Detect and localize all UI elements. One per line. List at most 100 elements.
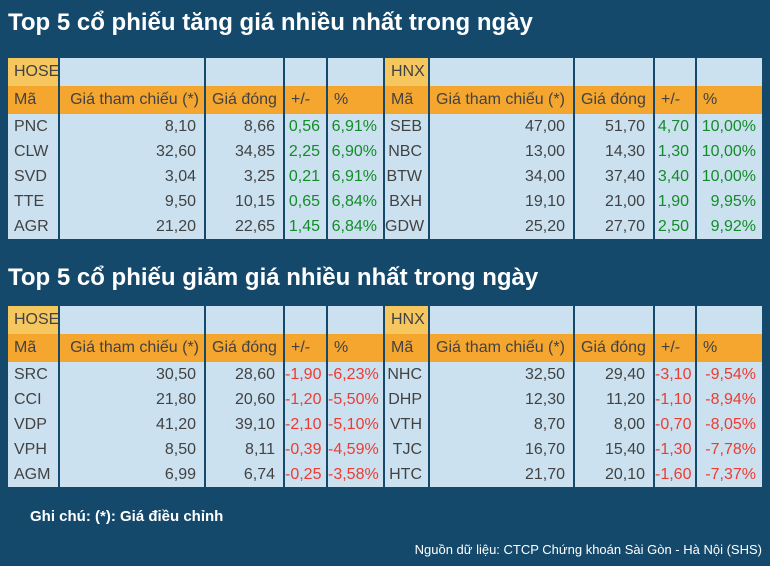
table-row: CLW 32,60 34,85 2,25 6,90% NBC 13,00 14,30 1,30 1…	[8, 139, 762, 164]
hose-percent-cell: -4,59%	[327, 437, 385, 462]
exchange-row: HOSE HNX	[8, 306, 762, 334]
column-header-ref-hnx: Giá tham chiếu (*)	[429, 334, 575, 362]
hose-ref-price-cell: 21,20	[59, 214, 206, 239]
gainers-title: Top 5 cổ phiếu tăng giá nhiều nhất trong…	[8, 9, 533, 36]
empty-cell	[429, 306, 575, 334]
hnx-code-cell: NBC	[384, 139, 430, 164]
hnx-close-price-cell: 29,40	[574, 362, 655, 387]
hnx-ref-price-cell: 8,70	[429, 412, 575, 437]
gainers-table: HOSE HNX Mã Giá tham chiếu (*) Giá đóng …	[8, 58, 762, 239]
column-header-change-hnx: +/-	[654, 86, 697, 114]
hnx-ref-price-cell: 32,50	[429, 362, 575, 387]
exchange-label-hnx: HNX	[384, 58, 430, 86]
hnx-percent-cell: 9,92%	[696, 214, 762, 239]
hnx-percent-cell: 10,00%	[696, 164, 762, 189]
hnx-percent-cell: -7,78%	[696, 437, 762, 462]
column-header-change-hose: +/-	[284, 86, 328, 114]
empty-cell	[429, 58, 575, 86]
hnx-close-price-cell: 27,70	[574, 214, 655, 239]
empty-cell	[654, 306, 697, 334]
table-row: SRC 30,50 28,60 -1,90 -6,23% NHC 32,50 29,40 -3,…	[8, 362, 762, 387]
hnx-change-cell: 1,90	[654, 189, 697, 214]
empty-cell	[205, 306, 285, 334]
hose-ref-price-cell: 41,20	[59, 412, 206, 437]
hose-ref-price-cell: 9,50	[59, 189, 206, 214]
exchange-label-hose: HOSE	[8, 306, 60, 334]
hose-close-price-cell: 8,11	[205, 437, 285, 462]
hose-percent-cell: -5,50%	[327, 387, 385, 412]
table-row: SVD 3,04 3,25 0,21 6,91% BTW 34,00 37,40 3,40 10,…	[8, 164, 762, 189]
hose-code-cell: CCI	[8, 387, 60, 412]
hose-ref-price-cell: 3,04	[59, 164, 206, 189]
hnx-code-cell: GDW	[384, 214, 430, 239]
empty-cell	[654, 58, 697, 86]
table-row: CCI 21,80 20,60 -1,20 -5,50% DHP 12,30 11,20 -1,…	[8, 387, 762, 412]
hnx-code-cell: TJC	[384, 437, 430, 462]
hose-ref-price-cell: 8,50	[59, 437, 206, 462]
hnx-percent-cell: 10,00%	[696, 139, 762, 164]
hnx-close-price-cell: 51,70	[574, 114, 655, 139]
column-header-close-hose: Giá đóng	[205, 334, 285, 362]
hose-code-cell: CLW	[8, 139, 60, 164]
column-header-ref-hose: Giá tham chiếu (*)	[59, 86, 206, 114]
hnx-close-price-cell: 14,30	[574, 139, 655, 164]
hose-change-cell: 0,65	[284, 189, 328, 214]
hnx-code-cell: BXH	[384, 189, 430, 214]
hose-change-cell: -1,90	[284, 362, 328, 387]
hose-code-cell: VDP	[8, 412, 60, 437]
table-row: AGR 21,20 22,65 1,45 6,84% GDW 25,20 27,70 2,50 9…	[8, 214, 762, 239]
column-header-change-hose: +/-	[284, 334, 328, 362]
hose-change-cell: -2,10	[284, 412, 328, 437]
hose-change-cell: -0,39	[284, 437, 328, 462]
hnx-ref-price-cell: 47,00	[429, 114, 575, 139]
empty-cell	[327, 306, 385, 334]
empty-cell	[327, 58, 385, 86]
hnx-code-cell: DHP	[384, 387, 430, 412]
hnx-percent-cell: -8,05%	[696, 412, 762, 437]
hnx-change-cell: -1,30	[654, 437, 697, 462]
hnx-change-cell: 3,40	[654, 164, 697, 189]
hnx-percent-cell: 9,95%	[696, 189, 762, 214]
hnx-code-cell: SEB	[384, 114, 430, 139]
hose-close-price-cell: 28,60	[205, 362, 285, 387]
hose-change-cell: 0,56	[284, 114, 328, 139]
column-header-ref-hose: Giá tham chiếu (*)	[59, 334, 206, 362]
hnx-close-price-cell: 20,10	[574, 462, 655, 487]
data-source-credit: Nguồn dữ liệu: CTCP Chứng khoán Sài Gòn …	[414, 542, 762, 557]
column-header-change-hnx: +/-	[654, 334, 697, 362]
hose-close-price-cell: 39,10	[205, 412, 285, 437]
column-header-close-hose: Giá đóng	[205, 86, 285, 114]
hnx-percent-cell: 10,00%	[696, 114, 762, 139]
hnx-close-price-cell: 11,20	[574, 387, 655, 412]
empty-cell	[284, 58, 328, 86]
column-header-close-hnx: Giá đóng	[574, 86, 655, 114]
hose-change-cell: 2,25	[284, 139, 328, 164]
hnx-close-price-cell: 8,00	[574, 412, 655, 437]
hose-percent-cell: 6,91%	[327, 164, 385, 189]
hose-close-price-cell: 6,74	[205, 462, 285, 487]
hose-change-cell: 1,45	[284, 214, 328, 239]
hnx-ref-price-cell: 13,00	[429, 139, 575, 164]
column-header-percent-hnx: %	[696, 86, 762, 114]
column-header-row: Mã Giá tham chiếu (*) Giá đóng +/- % Mã …	[8, 86, 762, 114]
hnx-change-cell: 2,50	[654, 214, 697, 239]
hnx-ref-price-cell: 34,00	[429, 164, 575, 189]
table-row: TTE 9,50 10,15 0,65 6,84% BXH 19,10 21,00 1,90 9,…	[8, 189, 762, 214]
empty-cell	[59, 306, 206, 334]
hnx-percent-cell: -7,37%	[696, 462, 762, 487]
hose-ref-price-cell: 21,80	[59, 387, 206, 412]
hose-ref-price-cell: 30,50	[59, 362, 206, 387]
empty-cell	[696, 58, 762, 86]
table-row: VDP 41,20 39,10 -2,10 -5,10% VTH 8,70 8,00 -0,70…	[8, 412, 762, 437]
hose-close-price-cell: 8,66	[205, 114, 285, 139]
hnx-change-cell: 1,30	[654, 139, 697, 164]
hose-code-cell: VPH	[8, 437, 60, 462]
hnx-ref-price-cell: 25,20	[429, 214, 575, 239]
hose-code-cell: AGR	[8, 214, 60, 239]
hose-close-price-cell: 34,85	[205, 139, 285, 164]
column-header-ref-hnx: Giá tham chiếu (*)	[429, 86, 575, 114]
column-header-code-hose: Mã	[8, 86, 60, 114]
hnx-code-cell: BTW	[384, 164, 430, 189]
hose-code-cell: AGM	[8, 462, 60, 487]
column-header-code-hnx: Mã	[384, 334, 430, 362]
